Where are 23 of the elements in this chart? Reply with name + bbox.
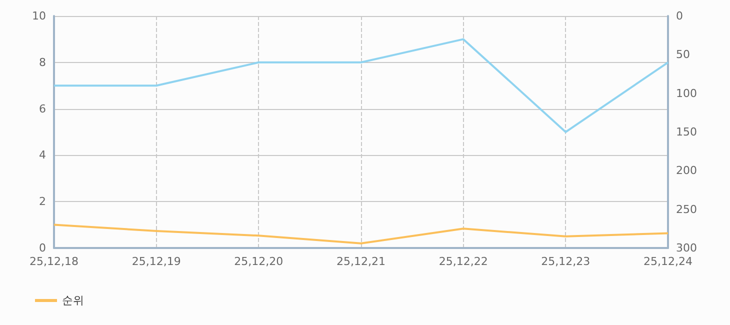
x-tick-label: 25,12,22 xyxy=(438,255,488,268)
x-tick-label: 25,12,23 xyxy=(541,255,590,268)
y-tick-label: 0 xyxy=(39,242,46,254)
y-tick-label: 6 xyxy=(39,102,46,116)
legend-label: 순위 xyxy=(62,294,84,307)
y-tick-label: 10 xyxy=(32,10,46,22)
x-tick-label: 25,12,21 xyxy=(336,255,386,268)
x-tick-label: 25,12,18 xyxy=(30,255,78,268)
y2-tick-label: 100 xyxy=(676,86,697,100)
line-series xyxy=(53,224,669,244)
y-tick-label: 2 xyxy=(39,195,46,208)
x-tick-label: 25,12,24 xyxy=(644,255,692,268)
x-tick-label: 25,12,19 xyxy=(132,255,181,268)
y2-tick-label: 150 xyxy=(676,126,697,138)
x-tick-label: 25,12,20 xyxy=(234,255,284,268)
y2-tick-label: 200 xyxy=(676,164,697,178)
y2-tick-label: 250 xyxy=(676,202,697,216)
line-series xyxy=(53,38,669,133)
y2-tick-label: 0 xyxy=(676,10,683,22)
y-tick-label: 4 xyxy=(39,148,46,162)
y2-tick-label: 50 xyxy=(676,48,690,62)
y2-tick-label: 300 xyxy=(676,242,697,254)
y-tick-label: 8 xyxy=(39,56,46,69)
